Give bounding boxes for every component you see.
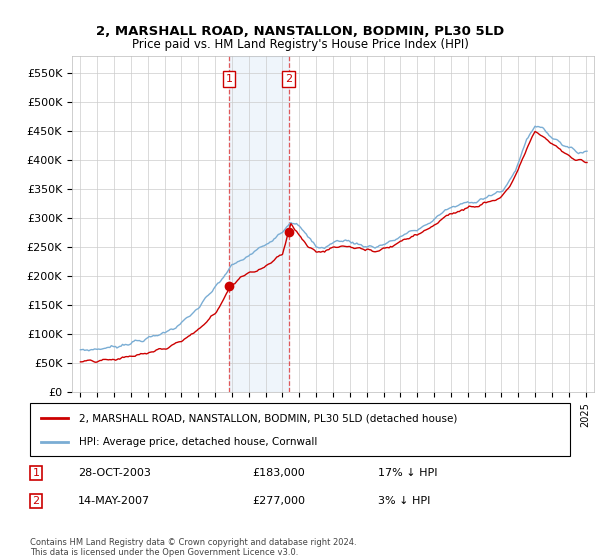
Text: 2: 2 [285, 74, 292, 84]
Text: Price paid vs. HM Land Registry's House Price Index (HPI): Price paid vs. HM Land Registry's House … [131, 38, 469, 51]
Text: 14-MAY-2007: 14-MAY-2007 [78, 496, 150, 506]
Text: £183,000: £183,000 [252, 468, 305, 478]
Text: 2, MARSHALL ROAD, NANSTALLON, BODMIN, PL30 5LD (detached house): 2, MARSHALL ROAD, NANSTALLON, BODMIN, PL… [79, 413, 457, 423]
Text: 28-OCT-2003: 28-OCT-2003 [78, 468, 151, 478]
FancyBboxPatch shape [30, 403, 570, 456]
Text: HPI: Average price, detached house, Cornwall: HPI: Average price, detached house, Corn… [79, 436, 317, 446]
Text: 3% ↓ HPI: 3% ↓ HPI [378, 496, 430, 506]
Text: 1: 1 [32, 468, 40, 478]
Text: 2, MARSHALL ROAD, NANSTALLON, BODMIN, PL30 5LD: 2, MARSHALL ROAD, NANSTALLON, BODMIN, PL… [96, 25, 504, 38]
Bar [229, 56, 289, 392]
Text: £277,000: £277,000 [252, 496, 305, 506]
Text: 17% ↓ HPI: 17% ↓ HPI [378, 468, 437, 478]
Text: 2: 2 [32, 496, 40, 506]
Text: 1: 1 [226, 74, 233, 84]
Text: Contains HM Land Registry data © Crown copyright and database right 2024.
This d: Contains HM Land Registry data © Crown c… [30, 538, 356, 557]
